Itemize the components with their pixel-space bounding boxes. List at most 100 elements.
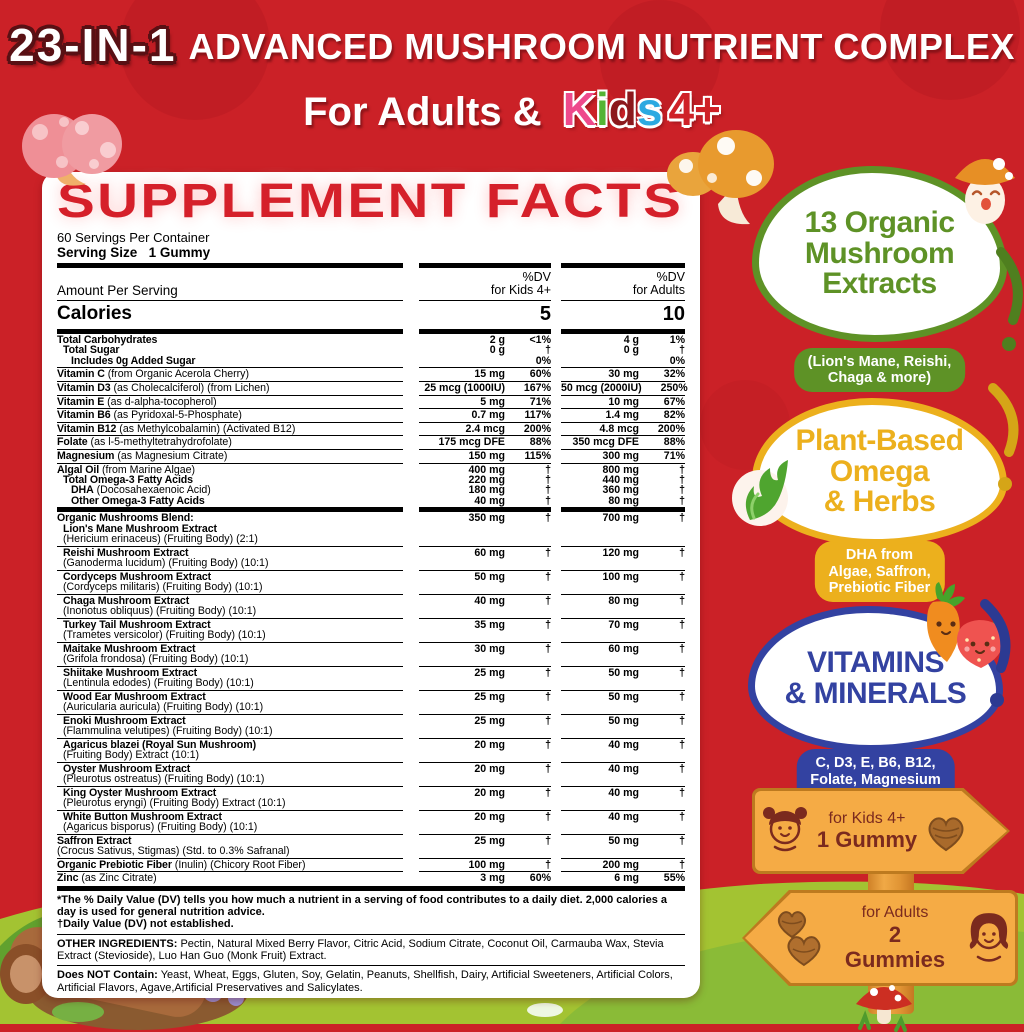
row-kids-values: 25 mg †: [419, 713, 551, 738]
swoosh-icon: [996, 247, 1023, 351]
row-adults-values: 800 mg † 440 mg † 360 mg † 80 mg †: [561, 462, 685, 508]
row-label: Turkey Tail Mushroom Extract (Trametes ve…: [57, 617, 403, 642]
row-kids-values: 175 mcg DFE 88%: [419, 435, 551, 449]
footnote: *The % Daily Value (DV) tells you how mu…: [57, 885, 685, 934]
table-row: Reishi Mushroom Extract (Ganoderma lucidu…: [57, 545, 685, 570]
header-badge: 23-IN-1: [9, 19, 177, 71]
table-row: Vitamin C (from Organic Acerola Cherry) 1…: [57, 367, 685, 381]
badge-title: VITAMINS & MINERALS: [784, 646, 967, 710]
row-label: King Oyster Mushroom Extract (Pleurotus e…: [57, 785, 403, 810]
supplement-panel: SUPPLEMENT FACTS 60 Servings Per Contain…: [42, 172, 700, 998]
facts-rows: Total Carbohydrates Total Sugar Includes 0…: [57, 334, 688, 885]
row-label: Vitamin E (as d-alpha-tocopherol): [57, 394, 403, 409]
row-label: Vitamin B6 (as Pyridoxal-5-Phosphate): [57, 408, 403, 422]
row-adults-values: 50 mg †: [561, 665, 685, 690]
header-line1: 23-IN-1 ADVANCED MUSHROOM NUTRIENT COMPLE…: [0, 18, 1024, 72]
calories-kids-value: 5: [419, 301, 551, 334]
row-kids-values: 15 mg 60%: [419, 367, 551, 381]
badge-title: Plant-Based Omega & Herbs: [795, 423, 964, 519]
row-kids-values: 100 mg †: [419, 857, 551, 872]
row-adults-values: 700 mg †: [561, 507, 685, 545]
table-row: Algal Oil (from Marine Algae) Total Omega…: [57, 462, 685, 508]
sign-kids-text: for Kids 4+ 1 Gummy: [817, 810, 917, 853]
row-kids-values: 25 mg †: [419, 689, 551, 714]
kids-letter: i: [595, 83, 609, 135]
background-doodle: [600, 0, 720, 120]
row-kids-values: 20 mg †: [419, 737, 551, 762]
row-kids-values: 5 mg 71%: [419, 394, 551, 409]
does-not-contain: Does NOT Contain: Yeast, Wheat, Eggs, Gl…: [57, 965, 685, 997]
badge-pill: (Lion's Mane, Reishi, Chaga & more): [793, 347, 966, 392]
row-adults-values: 60 mg †: [561, 641, 685, 666]
pink-mushroom-illustration: [22, 114, 122, 186]
gummies-icon: [777, 911, 821, 967]
header-subtitle: For Adults & Kids 4+: [0, 82, 1024, 136]
kids-letter: d: [608, 83, 637, 135]
row-kids-values: 40 mg †: [419, 593, 551, 618]
row-kids-values: 0.7 mg 117%: [419, 408, 551, 422]
table-row: Vitamin E (as d-alpha-tocopherol) 5 mg 71%…: [57, 394, 685, 409]
row-label: Maitake Mushroom Extract (Grifola frondos…: [57, 641, 403, 666]
row-adults-values: 40 mg †: [561, 785, 685, 810]
sign-adults-line1: for Adults: [861, 903, 929, 921]
calories-row: Calories 5 10: [57, 301, 685, 334]
row-kids-values: 20 mg †: [419, 809, 551, 834]
carrot-icon: [927, 582, 965, 662]
calories-adults-value: 10: [561, 301, 685, 334]
row-adults-values: 40 mg †: [561, 737, 685, 762]
col-header-kids: %DV for Kids 4+: [419, 262, 551, 301]
col-header-adults: %DV for Adults: [561, 262, 685, 301]
row-adults-values: 10 mg 67%: [561, 394, 685, 409]
row-kids-values: 150 mg 115%: [419, 448, 551, 463]
table-row: Magnesium (as Magnesium Citrate) 150 mg 11…: [57, 448, 685, 463]
row-kids-values: 350 mg †: [419, 507, 551, 545]
row-label: Shiitake Mushroom Extract (Lentinula edod…: [57, 665, 403, 690]
row-label: Total Carbohydrates Total Sugar Includes 0…: [57, 333, 196, 367]
row-kids-values: 400 mg † 220 mg † 180 mg † 40 mg †: [419, 462, 551, 508]
sign-adults-text: for Adults 2 Gummies: [836, 904, 954, 972]
row-adults-values: 50 mg †: [561, 713, 685, 738]
table-row: Total Carbohydrates Total Sugar Includes 0…: [57, 334, 685, 367]
kids-letter: s: [636, 83, 663, 135]
row-kids-values: 3 mg 60%: [419, 871, 551, 885]
swoosh-icon: [988, 383, 1019, 491]
row-label: Cordyceps Mushroom Extract (Cordyceps mil…: [57, 569, 403, 594]
table-row: Zinc (as Zinc Citrate) 3 mg 60% 6 mg 55%: [57, 871, 685, 885]
table-row: Chaga Mushroom Extract (Inonotus obliquus…: [57, 593, 685, 618]
row-adults-values: 100 mg †: [561, 569, 685, 594]
table-row: Organic Prebiotic Fiber (Inulin) (Chicor…: [57, 857, 685, 872]
row-adults-values: 4.8 mcg 200%: [561, 421, 685, 436]
row-adults-values: 120 mg †: [561, 545, 685, 570]
row-label: Saffron Extract (Crocus Sativus, Stigmas)…: [57, 833, 403, 858]
table-row: Oyster Mushroom Extract (Pleurotus ostrea…: [57, 761, 685, 786]
sign-adults-line2: 2 Gummies: [844, 921, 946, 972]
table-row: Organic Mushrooms Blend: Lion's Mane Mush…: [57, 507, 685, 545]
sign-kids-line2: 1 Gummy: [816, 827, 918, 853]
header: 23-IN-1 ADVANCED MUSHROOM NUTRIENT COMPLE…: [0, 18, 1024, 136]
sign-adults: for Adults 2 Gummies: [742, 890, 1018, 986]
supplement-title: SUPPLEMENT FACTS: [57, 175, 684, 228]
table-row: Enoki Mushroom Extract (Flammulina veluti…: [57, 713, 685, 738]
row-label: Vitamin D3 (as Cholecalciferol) (from Li…: [57, 380, 403, 395]
row-label: Vitamin C (from Organic Acerola Cherry): [57, 367, 403, 381]
servings-per-container: 60 Servings Per Container: [57, 229, 210, 245]
row-kids-values: 20 mg †: [419, 761, 551, 786]
table-row: Agaricus blazei (Royal Sun Mushroom) (Fru…: [57, 737, 685, 762]
row-label: Vitamin B12 (as Methylcobalamin) (Activa…: [57, 421, 403, 436]
facts-table: Amount Per Serving %DV for Kids 4+ %DV for…: [57, 262, 688, 885]
row-label: Wood Ear Mushroom Extract (Auricularia au…: [57, 689, 403, 714]
badge-organic-mushrooms: (Lion's Mane, Reishi, Chaga & more) 13 Or…: [752, 158, 1023, 392]
sign-kids-line1: for Kids 4+: [828, 809, 906, 827]
row-label: Reishi Mushroom Extract (Ganoderma lucidu…: [57, 545, 403, 570]
row-kids-values: 25 mg †: [419, 833, 551, 858]
seaweed-icon: [732, 460, 788, 526]
row-label: Enoki Mushroom Extract (Flammulina veluti…: [57, 713, 403, 738]
row-adults-values: 40 mg †: [561, 809, 685, 834]
table-row: Folate (as l-5-methyltetrahydrofolate) 17…: [57, 435, 685, 449]
table-row: Turkey Tail Mushroom Extract (Trametes ve…: [57, 617, 685, 642]
row-label: Agaricus blazei (Royal Sun Mushroom) (Fru…: [57, 737, 403, 762]
row-adults-values: 80 mg †: [561, 593, 685, 618]
strawberry-icon: [957, 618, 1007, 668]
col-header-amount: Amount Per Serving: [57, 262, 403, 301]
